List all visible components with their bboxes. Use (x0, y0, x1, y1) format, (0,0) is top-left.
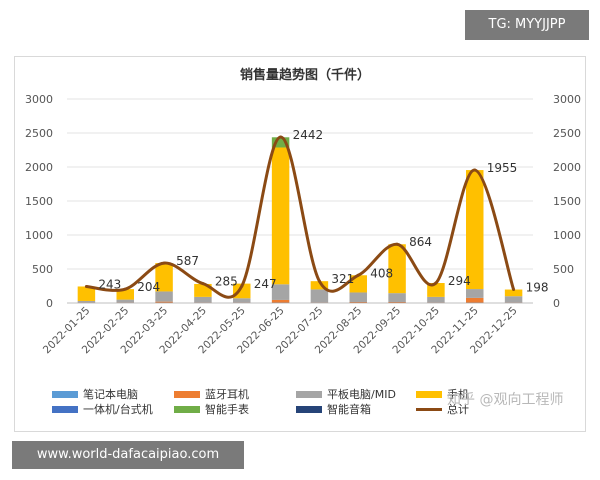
legend-label-earphones: 蓝牙耳机 (205, 388, 249, 401)
legend-label-tablet: 平板电脑/MID (327, 388, 396, 401)
data-label: 294 (448, 274, 471, 288)
bar-earphones (271, 299, 290, 303)
total-point (356, 273, 360, 277)
legend-swatch-smart-speaker (296, 405, 322, 413)
bar-phone (155, 263, 173, 292)
bar-tablet (349, 292, 367, 302)
bar-phone (504, 289, 523, 297)
y-tick-label: 2000 (25, 161, 53, 174)
legend-item-tablet: 平板电脑/MID (296, 387, 396, 401)
total-point (512, 288, 516, 292)
bar-tablet (155, 291, 173, 302)
y2-tick-label: 1500 (553, 195, 581, 208)
bar-earphones (388, 301, 406, 303)
data-label: 2442 (293, 128, 324, 142)
data-label: 1955 (487, 161, 518, 175)
y2-tick-label: 1000 (553, 229, 581, 242)
legend-swatch-tablet (296, 390, 322, 398)
legend-label-total: 总计 (447, 403, 469, 416)
legend-swatch-smartwatch (174, 405, 200, 413)
bar-tablet (310, 289, 329, 303)
total-line (86, 135, 516, 299)
bar-phone (466, 170, 484, 290)
data-label: 247 (254, 277, 277, 291)
y2-tick-label: 0 (553, 297, 560, 310)
y2-tick-label: 3000 (553, 93, 581, 106)
legend-swatch-all-in-one (52, 405, 78, 413)
y2-tick-label: 2000 (553, 161, 581, 174)
legend-label-phone: 手机 (447, 388, 469, 401)
data-label: 864 (409, 235, 432, 249)
bar-tablet (466, 289, 484, 298)
total-point (434, 281, 438, 285)
total-point (162, 261, 166, 265)
legend-label-laptop: 笔记本电脑 (83, 388, 138, 401)
tg-watermark: TG: MYYJJPP (465, 10, 589, 40)
y-tick-label: 1000 (25, 229, 53, 242)
chart-area: 销售量趋势图（千件） 243 204 587 285 247 2442 321 408 864 2… (14, 56, 586, 432)
total-point (201, 282, 205, 286)
total-point (395, 242, 399, 246)
y-tick-label: 3000 (25, 93, 53, 106)
legend-swatch-earphones (174, 390, 200, 398)
legend-swatch-phone (416, 390, 442, 398)
data-label: 198 (526, 281, 549, 295)
bar-earphones (466, 297, 484, 303)
bar-phone (388, 244, 406, 294)
total-point (84, 284, 88, 288)
y-tick-label: 500 (32, 263, 53, 276)
sales-trend-chart: 销售量趋势图（千件） 243 204 587 285 247 2442 321 408 864 2… (25, 67, 581, 356)
bar-tablet (427, 296, 445, 303)
total-point (240, 284, 244, 288)
bar-tablet (271, 284, 290, 300)
data-label: 285 (215, 275, 238, 289)
legend-item-phone: 手机 (416, 387, 469, 401)
bar-tablet (504, 296, 523, 303)
legend-item-smart-speaker: 智能音箱 (296, 402, 371, 416)
data-label: 204 (137, 280, 160, 294)
y2-tick-label: 500 (553, 263, 574, 276)
bar-tablet (194, 296, 212, 303)
total-point (279, 135, 283, 139)
zhihu-watermark: 知乎 @观向工程师 (447, 392, 564, 408)
y-tick-label: 0 (46, 297, 53, 310)
legend-item-laptop: 笔记本电脑 (52, 387, 138, 401)
bar-phone (77, 286, 96, 301)
legend-item-earphones: 蓝牙耳机 (174, 387, 249, 401)
bar-earphones (349, 301, 367, 303)
bar-tablet (388, 293, 406, 302)
legend-label-all-in-one: 一体机/台式机 (83, 403, 153, 416)
url-watermark: www.world-dafacaipiao.com (12, 441, 244, 469)
bar-tablet (116, 299, 134, 303)
y2-tick-label: 2500 (553, 127, 581, 140)
legend-swatch-total (416, 407, 442, 411)
y-tick-label: 2500 (25, 127, 53, 140)
bar-tablet (233, 298, 251, 303)
chart-legend: 笔记本电脑 蓝牙耳机 平板电脑/MID 手机 一体机/台式机 智能手表 智能音箱… (52, 387, 472, 417)
bar-tablet (77, 300, 96, 303)
legend-item-all-in-one: 一体机/台式机 (52, 402, 153, 416)
bar-smartwatch (271, 137, 290, 148)
bar-phone (116, 289, 134, 300)
legend-swatch-laptop (52, 390, 78, 398)
data-label: 408 (370, 266, 393, 280)
total-point (317, 279, 321, 283)
total-point (473, 168, 477, 172)
y-tick-label: 1500 (25, 195, 53, 208)
chart-title: 销售量趋势图（千件） (240, 67, 370, 83)
legend-item-smartwatch: 智能手表 (174, 402, 249, 416)
legend-item-total: 总计 (416, 402, 469, 416)
bar-phone (310, 281, 329, 290)
data-label: 243 (98, 277, 121, 291)
bar-phone (271, 147, 290, 285)
legend-label-smartwatch: 智能手表 (205, 403, 249, 416)
data-label: 321 (331, 272, 354, 286)
legend-label-smart-speaker: 智能音箱 (327, 403, 371, 416)
data-label: 587 (176, 254, 199, 268)
bar-earphones (155, 301, 173, 303)
total-point (123, 287, 127, 291)
